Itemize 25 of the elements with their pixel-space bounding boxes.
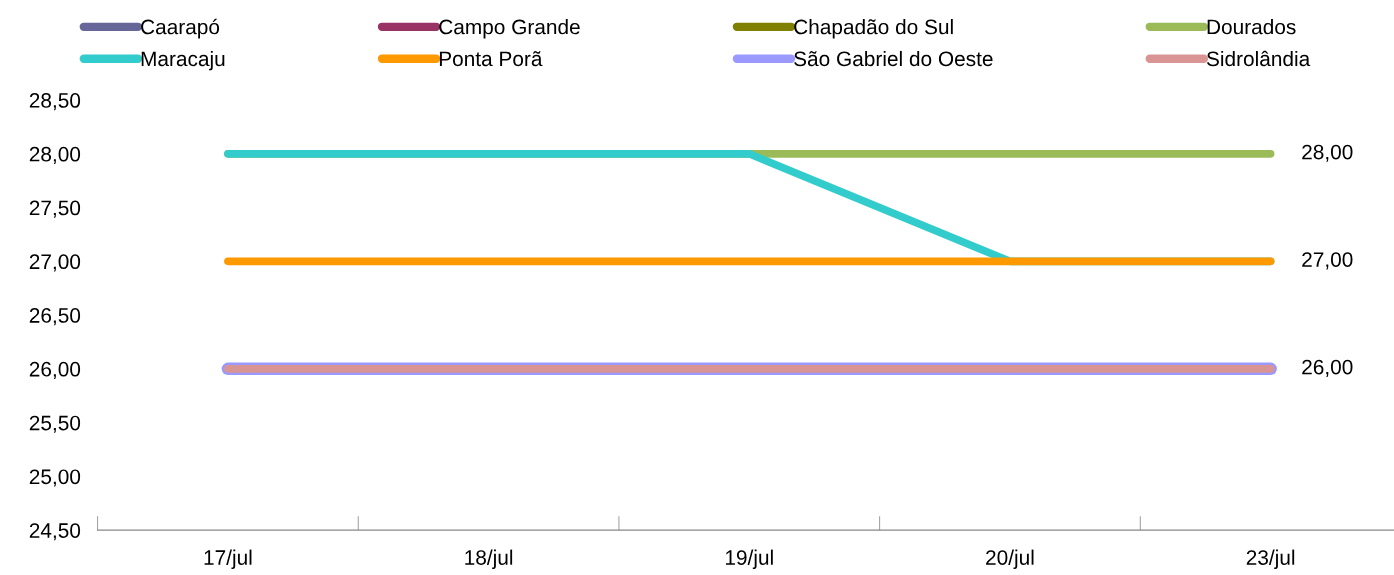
x-tick-label: 20/jul bbox=[986, 549, 1034, 570]
x-tick-label: 23/jul bbox=[1246, 549, 1295, 570]
y-tick-label: 25,00 bbox=[29, 469, 81, 487]
y-tick-label: 26,00 bbox=[29, 361, 81, 380]
data-label: 26,00 bbox=[1302, 359, 1353, 377]
legend-label: Maracaju bbox=[141, 50, 225, 71]
y-tick-label: 27,50 bbox=[29, 200, 81, 218]
y-tick-label: 28,00 bbox=[29, 146, 81, 165]
x-tick-label: 18/jul bbox=[465, 549, 513, 570]
x-tick-label: 17/jul bbox=[204, 549, 252, 570]
legend-label: Sidrolândia bbox=[1206, 50, 1311, 67]
y-tick-label: 27,00 bbox=[29, 254, 81, 272]
legend-label: Chapadão do Sul bbox=[794, 18, 953, 39]
legend-label: Ponta Porã bbox=[439, 51, 543, 67]
y-tick-label: 26,50 bbox=[29, 308, 81, 326]
y-tick-label: 24,50 bbox=[29, 523, 81, 541]
x-tick-label: 19/jul bbox=[725, 549, 773, 570]
legend-label: Campo Grande bbox=[439, 18, 580, 39]
legend-label: Caarapó bbox=[141, 18, 220, 39]
data-label: 28,00 bbox=[1302, 144, 1353, 162]
y-tick-label: 28,50 bbox=[29, 93, 81, 111]
legend-label: Dourados bbox=[1207, 18, 1296, 35]
legend-label: São Gabriel do Oeste bbox=[794, 50, 993, 67]
y-tick-label: 25,50 bbox=[29, 415, 81, 433]
data-label: 27,00 bbox=[1302, 252, 1353, 270]
